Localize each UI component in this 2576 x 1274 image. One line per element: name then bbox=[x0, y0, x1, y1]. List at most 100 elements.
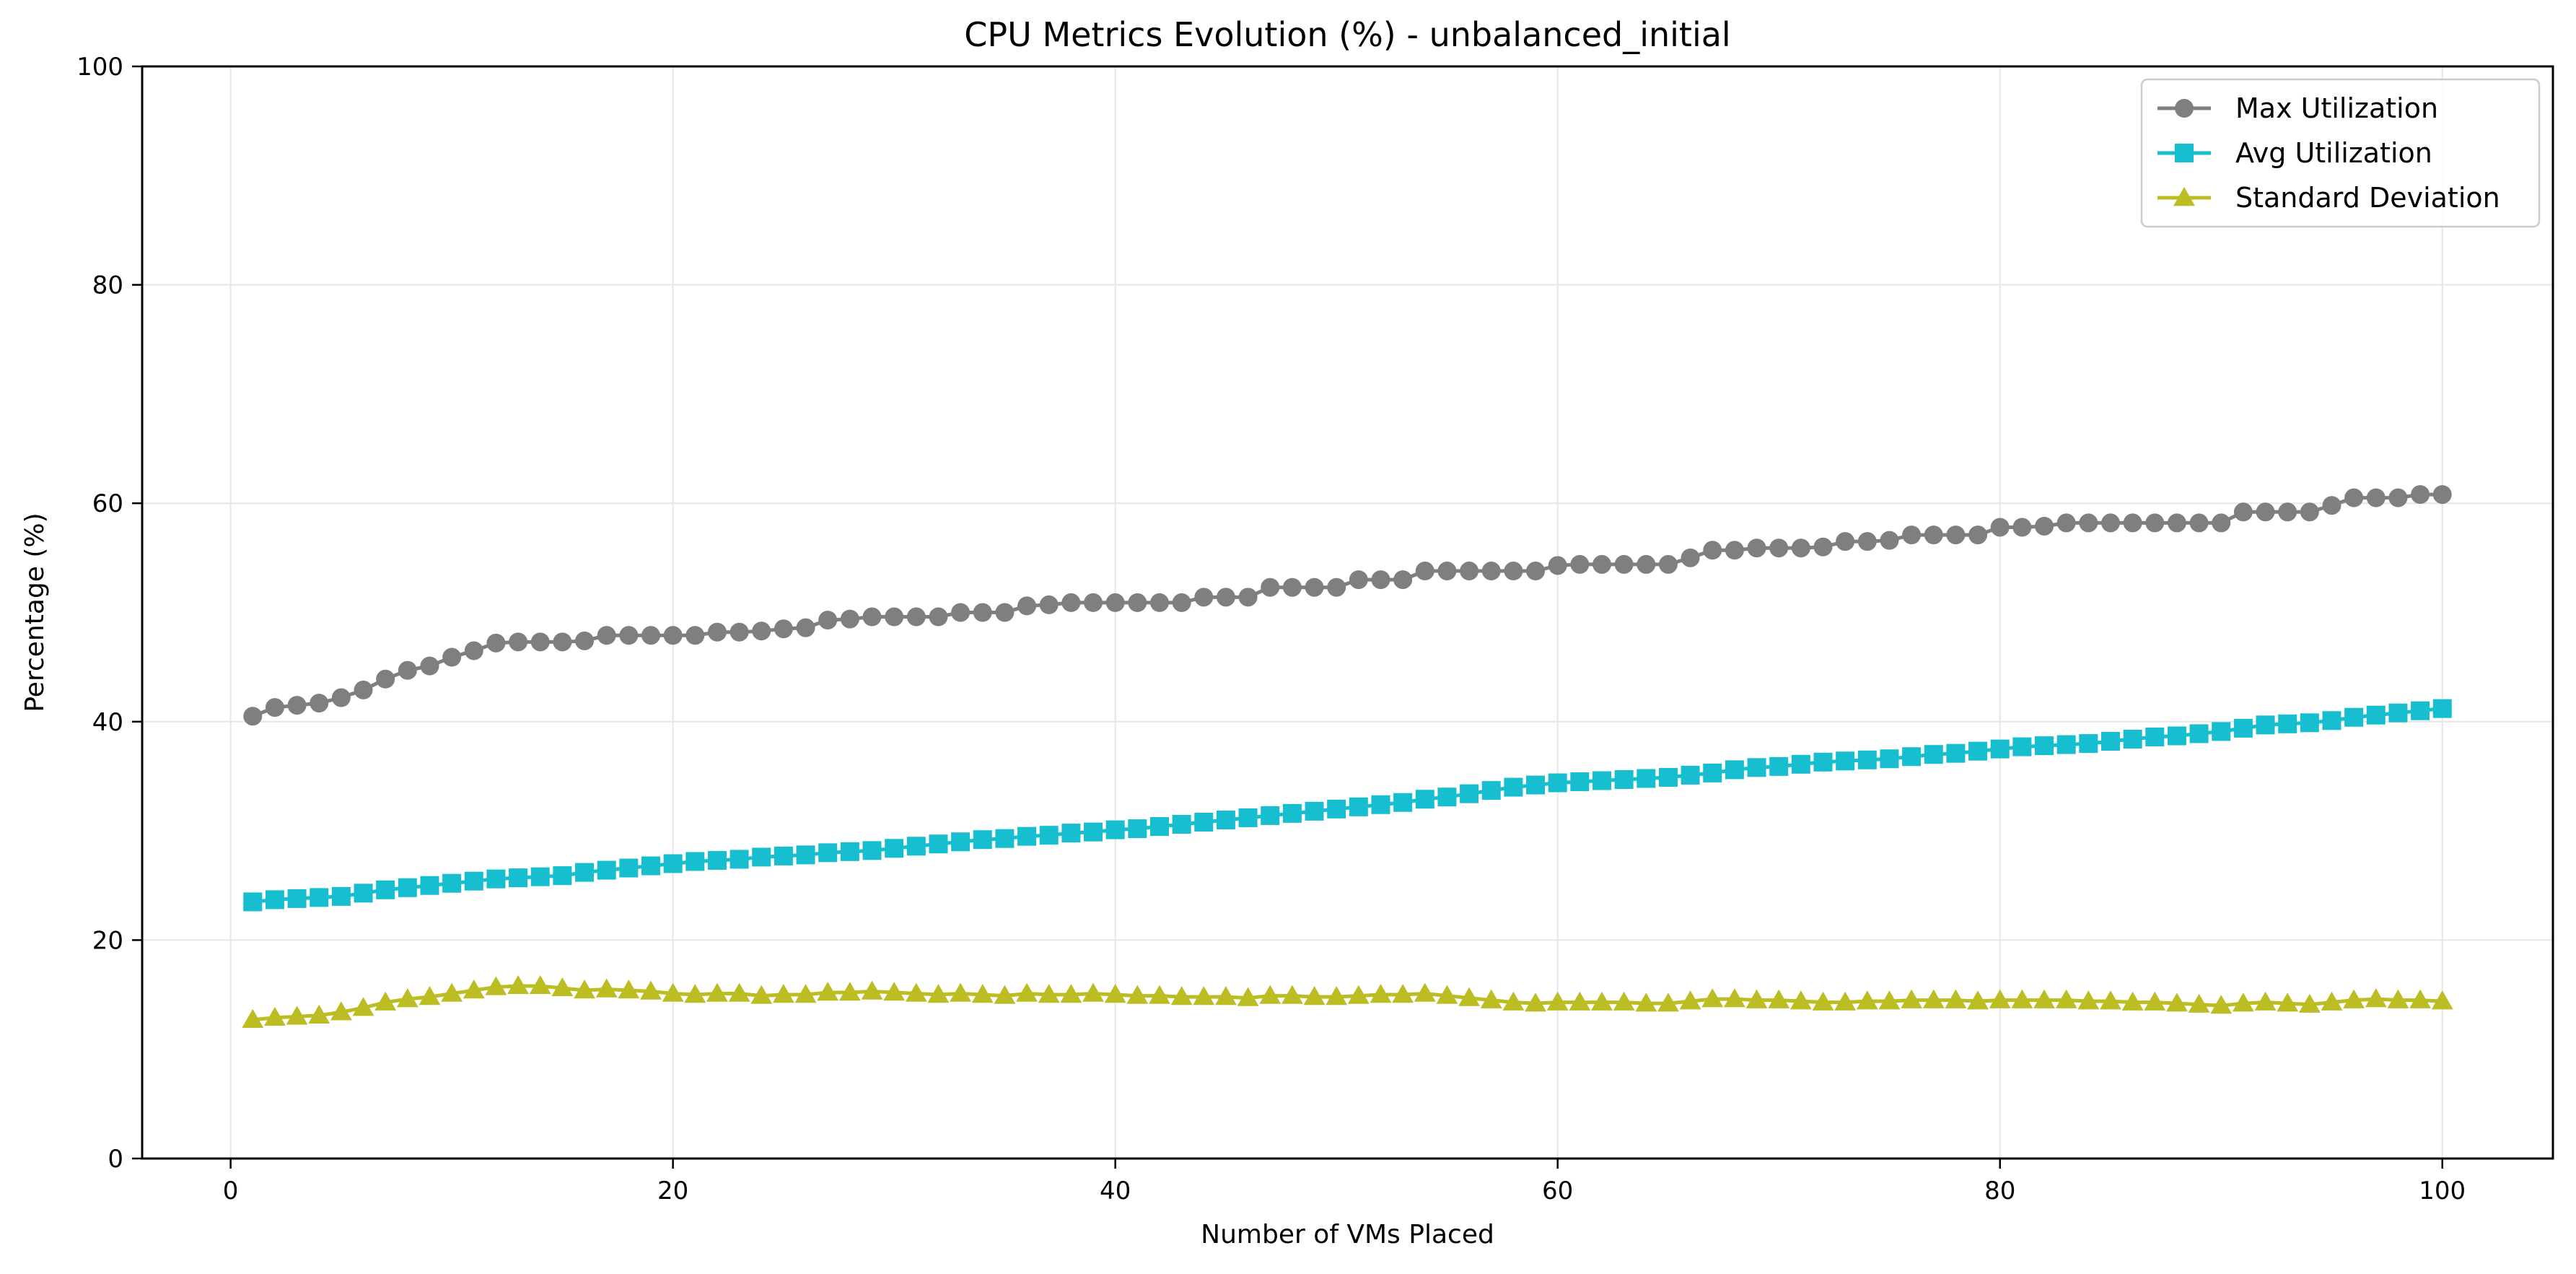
data-point bbox=[287, 696, 307, 715]
x-tick-label: 60 bbox=[1542, 1177, 1573, 1205]
data-point bbox=[1745, 989, 1768, 1008]
data-point bbox=[1614, 554, 1634, 574]
data-point bbox=[1436, 985, 1458, 1004]
data-point bbox=[308, 1004, 330, 1024]
x-tick-label: 40 bbox=[1100, 1177, 1131, 1205]
data-point bbox=[595, 978, 618, 998]
data-point bbox=[1525, 992, 1546, 1012]
data-point bbox=[2387, 989, 2409, 1008]
data-point bbox=[1880, 749, 1899, 769]
data-point bbox=[331, 688, 351, 707]
data-point bbox=[1393, 793, 1413, 812]
data-point bbox=[994, 985, 1016, 1004]
data-point bbox=[2012, 518, 2032, 537]
data-point bbox=[2343, 989, 2365, 1008]
series-layer bbox=[242, 485, 2453, 1029]
plot-frame bbox=[141, 65, 2554, 1160]
data-point bbox=[2256, 715, 2275, 735]
data-point bbox=[2298, 993, 2321, 1013]
data-point bbox=[1282, 577, 1302, 597]
data-point bbox=[2278, 502, 2297, 522]
data-point bbox=[2432, 699, 2452, 718]
data-point bbox=[1392, 984, 1414, 1003]
data-point bbox=[973, 603, 992, 622]
data-point bbox=[1370, 984, 1392, 1003]
x-tick-label: 20 bbox=[657, 1177, 688, 1205]
data-point bbox=[1105, 593, 1125, 612]
data-point bbox=[1901, 989, 1923, 1008]
data-point bbox=[707, 850, 727, 870]
y-tick-label: 100 bbox=[76, 53, 123, 82]
data-point bbox=[2167, 513, 2186, 533]
data-point bbox=[2366, 488, 2386, 507]
data-point bbox=[1725, 541, 1744, 560]
data-point bbox=[1084, 822, 1103, 842]
data-point bbox=[1946, 743, 1966, 763]
data-point bbox=[2278, 714, 2297, 733]
data-point bbox=[1703, 541, 1722, 560]
data-point bbox=[796, 845, 815, 865]
data-point bbox=[1415, 790, 1434, 809]
data-point bbox=[1172, 815, 1191, 834]
data-point bbox=[464, 641, 483, 660]
data-point bbox=[265, 698, 284, 717]
data-point bbox=[684, 984, 706, 1003]
data-point bbox=[1349, 570, 1368, 590]
data-point bbox=[1546, 991, 1569, 1011]
data-point bbox=[1414, 982, 1436, 1002]
chart-title: CPU Metrics Evolution (%) - unbalanced_i… bbox=[964, 15, 1730, 54]
data-point bbox=[728, 982, 750, 1002]
data-point bbox=[1194, 588, 1214, 607]
data-point bbox=[662, 982, 684, 1002]
data-point bbox=[2233, 718, 2253, 738]
data-point bbox=[883, 982, 906, 1001]
legend-marker-triangle-icon bbox=[2173, 187, 2195, 206]
data-point bbox=[2100, 513, 2120, 533]
data-point bbox=[2189, 724, 2209, 743]
data-point bbox=[1128, 819, 1147, 839]
data-point bbox=[1128, 593, 1147, 612]
data-point bbox=[2322, 711, 2341, 730]
data-point bbox=[553, 866, 572, 886]
data-point bbox=[2411, 701, 2430, 720]
data-point bbox=[2365, 988, 2387, 1008]
data-point bbox=[2300, 502, 2319, 522]
data-point bbox=[640, 980, 662, 1000]
data-point bbox=[2144, 991, 2166, 1011]
data-point bbox=[641, 626, 660, 645]
data-point bbox=[1327, 577, 1346, 597]
data-point bbox=[2077, 990, 2100, 1010]
data-point bbox=[906, 607, 926, 627]
data-point bbox=[1349, 797, 1368, 816]
legend-item: Avg Utilization bbox=[2157, 137, 2432, 169]
data-point bbox=[1768, 989, 1790, 1008]
data-point bbox=[1968, 525, 1988, 545]
data-point bbox=[1922, 989, 1945, 1008]
y-tick-label: 80 bbox=[92, 271, 123, 300]
data-point bbox=[1502, 991, 1525, 1011]
data-point bbox=[2366, 705, 2386, 725]
data-point bbox=[1856, 990, 1878, 1010]
data-point bbox=[794, 984, 817, 1003]
data-point bbox=[243, 707, 263, 726]
data-point bbox=[265, 890, 284, 909]
data-point bbox=[2212, 722, 2231, 741]
y-tick-label: 60 bbox=[92, 489, 123, 518]
x-tick-label: 0 bbox=[223, 1177, 239, 1205]
data-point bbox=[1701, 988, 1724, 1008]
data-point bbox=[663, 626, 683, 645]
legend-item: Max Utilization bbox=[2157, 92, 2438, 124]
data-point bbox=[1924, 745, 1943, 764]
data-point bbox=[463, 980, 485, 999]
data-point bbox=[1017, 826, 1037, 846]
data-point bbox=[752, 621, 771, 641]
data-point bbox=[1082, 982, 1104, 1002]
data-point bbox=[2321, 991, 2343, 1011]
data-point bbox=[507, 974, 530, 995]
data-point bbox=[2277, 992, 2299, 1012]
data-point bbox=[1393, 570, 1413, 590]
data-point bbox=[818, 611, 838, 630]
data-point bbox=[1747, 758, 1766, 777]
data-point bbox=[1857, 532, 1877, 551]
data-point bbox=[995, 603, 1015, 622]
